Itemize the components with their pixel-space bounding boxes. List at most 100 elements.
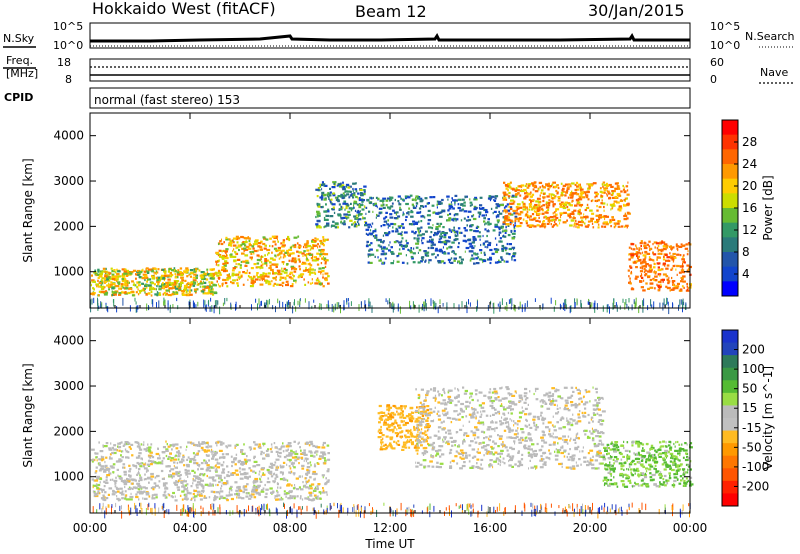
data-point [401,223,404,226]
data-point [520,210,522,214]
data-point [390,251,394,254]
data-point [631,304,633,311]
data-point [259,248,263,251]
data-point [440,202,443,205]
data-point [635,266,638,269]
data-point [405,215,408,218]
data-point [479,238,481,241]
data-point [309,271,314,274]
data-point [271,245,274,248]
nsky-panel [89,22,691,49]
data-point [632,248,636,251]
data-point [286,479,289,482]
data-point [375,204,378,207]
data-point [259,480,263,483]
data-point [404,195,408,198]
data-point [542,186,546,189]
data-point [687,287,689,290]
data-point [241,468,246,471]
data-point [183,480,187,483]
data-point [225,445,227,448]
data-point [453,303,455,309]
data-point [580,186,582,189]
data-point [440,237,443,240]
data-point [253,496,257,499]
data-point [662,262,666,265]
data-point [150,294,153,297]
data-point [236,266,238,269]
data-point [293,466,296,469]
data-point [342,216,346,219]
data-point [263,247,267,250]
data-point [239,264,242,267]
data-point [196,481,201,484]
data-point [482,410,486,413]
data-point [520,189,525,193]
data-point [153,271,155,274]
data-point [358,206,362,209]
data-point [300,456,304,459]
data-point [288,452,292,455]
data-point [387,197,391,200]
data-point [413,425,415,429]
data-point [529,224,533,227]
data-point [122,463,126,466]
data-point [343,223,346,226]
data-point [121,450,124,453]
data-point [219,496,223,499]
data-point [246,269,248,272]
data-point [324,272,329,275]
data-point [646,243,649,246]
data-point [90,306,92,313]
data-point [296,250,299,253]
data-point [380,225,383,228]
data-point [187,293,189,296]
data-point [509,202,513,205]
data-point [315,259,319,262]
data-point [539,225,541,228]
data-point [552,225,554,228]
data-point [441,198,444,202]
data-point [217,276,221,279]
data-point [248,276,253,279]
data-point [206,466,211,469]
data-point [442,226,445,229]
data-point [418,421,422,424]
data-point [264,262,268,265]
data-point [324,459,327,462]
data-point [640,240,643,243]
data-point [343,220,346,223]
data-point [253,479,257,482]
data-point [325,224,329,227]
data-point [229,493,233,496]
data-point [327,259,329,262]
data-point [266,259,270,262]
data-point [672,264,676,268]
data-point [513,200,516,203]
data-point [321,455,324,458]
data-point [230,497,234,501]
data-point [322,487,324,490]
data-point [173,458,177,461]
data-point [177,453,180,456]
data-point [108,487,113,490]
data-point [127,291,129,295]
data-point [214,300,216,307]
data-point [398,241,402,244]
data-point [568,216,572,219]
data-point [173,283,177,286]
data-point [381,415,384,418]
data-point [117,282,120,285]
data-point [423,250,427,253]
data-point [460,231,463,234]
data-point [380,441,384,444]
data-point [244,244,247,247]
data-point [114,482,117,485]
data-point [311,278,313,281]
data-point [458,231,462,234]
data-point [534,203,538,207]
data-point [506,436,508,439]
data-point [372,230,377,233]
data-point [504,231,507,234]
data-point [224,250,228,253]
